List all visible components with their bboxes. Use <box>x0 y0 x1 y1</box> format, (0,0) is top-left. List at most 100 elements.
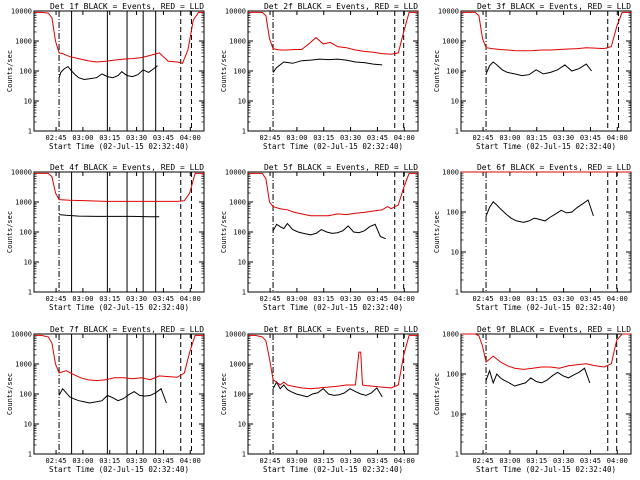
series-line-events <box>59 214 160 218</box>
x-tick-label: 03:15 <box>313 457 334 465</box>
x-tick-label: 03:00 <box>499 134 520 142</box>
chart-title: Det 1f BLACK = Events, RED = LLD <box>50 2 204 11</box>
x-tick-label: 04:00 <box>607 457 628 465</box>
y-tick-label: 1000 <box>15 38 32 46</box>
y-tick-label: 1 <box>455 289 459 297</box>
x-tick-label: 04:00 <box>180 295 201 303</box>
chart-title: Det 9f BLACK = Events, RED = LLD <box>477 325 631 334</box>
x-tick-label: 02:45 <box>46 457 67 465</box>
y-tick-label: 1000 <box>15 199 32 207</box>
y-tick-label: 100 <box>446 209 459 217</box>
y-tick-label: 100 <box>446 68 459 76</box>
x-tick-label: 03:00 <box>499 295 520 303</box>
series-line-lld <box>34 172 204 202</box>
y-tick-label: 10 <box>451 411 459 419</box>
y-tick-label: 1 <box>28 128 32 136</box>
x-tick-label: 03:45 <box>153 295 174 303</box>
x-tick-label: 03:00 <box>499 457 520 465</box>
x-tick-label: 03:15 <box>526 134 547 142</box>
x-axis-title: Start Time (02-Jul-15 02:32:40) <box>263 303 403 312</box>
y-tick-label: 10 <box>238 421 246 429</box>
y-tick-label: 1 <box>242 289 246 297</box>
chart-panel-6: Det 6f BLACK = Events, RED = LLD 1 10 100 10… <box>433 163 632 312</box>
plot-frame <box>460 333 632 455</box>
x-axis-title: Start Time (02-Jul-15 02:32:40) <box>49 142 189 151</box>
x-tick-label: 02:45 <box>260 134 281 142</box>
y-tick-label: 10000 <box>11 331 32 339</box>
x-tick-label: 04:00 <box>394 134 415 142</box>
chart-title: Det 3f BLACK = Events, RED = LLD <box>477 2 631 11</box>
x-tick-label: 02:45 <box>46 134 67 142</box>
y-axis-title: Counts/sec <box>220 211 228 253</box>
y-tick-label: 1000 <box>15 361 32 369</box>
y-tick-label: 10000 <box>225 8 246 16</box>
x-tick-label: 03:15 <box>526 457 547 465</box>
y-axis-title: Counts/sec <box>6 373 14 415</box>
chart-panel-8: Det 8f BLACK = Events, RED = LLD 1 10 100 10… <box>220 325 419 474</box>
x-tick-label: 02:45 <box>260 457 281 465</box>
y-tick-label: 10 <box>238 259 246 267</box>
x-tick-label: 03:30 <box>340 457 361 465</box>
y-axis-title: Counts/sec <box>6 50 14 92</box>
series-line-events <box>485 367 591 387</box>
chart-title: Det 6f BLACK = Events, RED = LLD <box>477 163 631 172</box>
x-tick-label: 02:45 <box>46 295 67 303</box>
x-tick-label: 02:45 <box>473 134 494 142</box>
y-tick-label: 10000 <box>11 169 32 177</box>
x-tick-label: 04:00 <box>607 295 628 303</box>
x-tick-label: 04:00 <box>394 457 415 465</box>
x-tick-label: 03:00 <box>72 295 93 303</box>
y-tick-label: 100 <box>19 68 32 76</box>
x-tick-label: 03:00 <box>286 134 307 142</box>
y-axis-title: Counts/sec <box>220 373 228 415</box>
chart-title: Det 7f BLACK = Events, RED = LLD <box>50 325 204 334</box>
x-tick-label: 03:00 <box>72 457 93 465</box>
chart-title: Det 5f BLACK = Events, RED = LLD <box>264 163 418 172</box>
y-axis-title: Counts/sec <box>6 211 14 253</box>
y-tick-label: 1 <box>28 289 32 297</box>
x-tick-label: 03:00 <box>286 295 307 303</box>
series-line-lld <box>248 334 418 390</box>
x-tick-label: 03:45 <box>153 457 174 465</box>
y-tick-label: 100 <box>233 229 246 237</box>
chart-panel-2: Det 2f BLACK = Events, RED = LLD 1 10 100 10… <box>220 2 419 151</box>
y-tick-label: 1 <box>455 451 459 459</box>
y-tick-label: 100 <box>19 229 32 237</box>
x-tick-label: 04:00 <box>607 134 628 142</box>
series-line-lld <box>34 334 204 382</box>
y-tick-label: 10 <box>24 421 32 429</box>
x-tick-label: 04:00 <box>180 457 201 465</box>
x-tick-label: 03:30 <box>553 134 574 142</box>
x-tick-label: 03:45 <box>580 295 601 303</box>
y-axis-title: Counts/sec <box>220 50 228 92</box>
x-tick-label: 03:15 <box>99 457 120 465</box>
y-tick-label: 10 <box>451 249 459 257</box>
series-line-events <box>272 222 386 240</box>
y-tick-label: 10000 <box>225 331 246 339</box>
y-tick-label: 1000 <box>442 331 459 339</box>
x-tick-label: 03:30 <box>340 134 361 142</box>
series-line-events <box>485 199 594 223</box>
x-tick-label: 03:00 <box>286 457 307 465</box>
x-axis-title: Start Time (02-Jul-15 02:32:40) <box>263 465 403 474</box>
y-tick-label: 10 <box>238 98 246 106</box>
y-tick-label: 100 <box>233 68 246 76</box>
chart-panel-3: Det 3f BLACK = Events, RED = LLD 1 10 100 10… <box>433 2 632 151</box>
x-tick-label: 03:30 <box>553 457 574 465</box>
y-tick-label: 1 <box>28 451 32 459</box>
x-tick-label: 03:30 <box>126 295 147 303</box>
x-axis-title: Start Time (02-Jul-15 02:32:40) <box>49 465 189 474</box>
x-tick-label: 03:15 <box>99 295 120 303</box>
x-tick-label: 04:00 <box>394 295 415 303</box>
chart-panel-7: Det 7f BLACK = Events, RED = LLD 1 10 100 10… <box>6 325 205 474</box>
chart-panel-5: Det 5f BLACK = Events, RED = LLD 1 10 100 10… <box>220 163 419 312</box>
y-tick-label: 10000 <box>11 8 32 16</box>
series-line-lld <box>248 172 418 217</box>
y-tick-label: 10000 <box>225 169 246 177</box>
x-tick-label: 03:15 <box>313 134 334 142</box>
y-axis-title: Counts/sec <box>433 50 441 92</box>
x-tick-label: 03:30 <box>553 295 574 303</box>
x-tick-label: 03:15 <box>99 134 120 142</box>
series-line-events <box>58 65 158 81</box>
y-tick-label: 10 <box>24 259 32 267</box>
